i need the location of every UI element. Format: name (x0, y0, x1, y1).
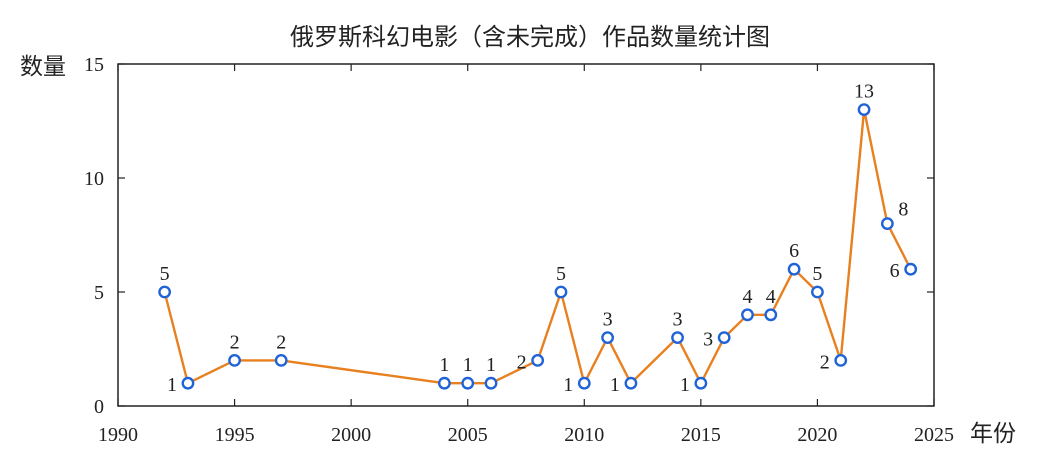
chart-title: 俄罗斯科幻电影（含未完成）作品数量统计图 (290, 23, 770, 51)
data-point (484, 376, 498, 390)
data-label: 2 (276, 331, 286, 353)
data-label: 5 (556, 263, 566, 285)
data-point (601, 331, 614, 344)
data-point (158, 285, 172, 299)
x-tick-label: 2015 (681, 424, 721, 446)
data-label: 5 (812, 263, 822, 285)
data-label: 8 (898, 199, 908, 221)
data-label: 2 (517, 351, 527, 373)
x-tick-label: 2025 (914, 424, 954, 446)
data-point (811, 285, 824, 299)
data-point (671, 331, 684, 344)
y-tick-label: 0 (94, 396, 104, 418)
x-tick-label: 1995 (215, 424, 255, 446)
data-point (577, 376, 591, 390)
data-label: 13 (854, 81, 874, 103)
data-point (741, 308, 754, 322)
data-label: 1 (486, 354, 496, 376)
data-label: 1 (167, 374, 177, 396)
data-label: 1 (439, 354, 449, 376)
x-tick-label: 2020 (797, 424, 837, 446)
x-tick-label: 2010 (564, 424, 604, 446)
data-label: 2 (820, 351, 830, 373)
x-tick-label: 2000 (331, 424, 371, 446)
data-point (531, 353, 545, 367)
x-tick-label: 2005 (448, 424, 488, 446)
data-label: 4 (766, 286, 776, 308)
data-point (274, 353, 288, 367)
data-label: 6 (789, 240, 799, 262)
data-label: 1 (610, 374, 620, 396)
data-label: 5 (160, 263, 170, 285)
data-label: 6 (890, 260, 900, 282)
data-point (880, 217, 894, 231)
data-label: 1 (563, 374, 573, 396)
data-label: 4 (742, 286, 752, 308)
data-point (787, 262, 801, 276)
data-label: 3 (703, 329, 713, 351)
y-tick-label: 15 (84, 54, 104, 76)
series-markers-group (158, 103, 918, 390)
data-point (554, 285, 568, 299)
x-axis-label: 年份 (970, 421, 1016, 447)
plot-frame (117, 63, 935, 407)
y-tick-label: 10 (84, 168, 104, 190)
data-point (181, 376, 195, 390)
data-point (764, 308, 778, 322)
data-point (857, 103, 871, 117)
data-point (694, 376, 708, 390)
x-tick-label: 1990 (98, 424, 138, 446)
data-point (461, 376, 475, 390)
data-label: 1 (680, 374, 690, 396)
data-point (228, 353, 241, 367)
data-point (624, 376, 638, 390)
y-tick-label: 5 (94, 282, 104, 304)
data-label: 1 (463, 354, 473, 376)
data-label: 3 (673, 309, 683, 331)
data-point (834, 353, 848, 367)
data-point (717, 331, 731, 344)
y-axis-label: 数量 (20, 54, 66, 80)
data-label: 3 (603, 309, 613, 331)
data-point (904, 262, 918, 276)
data-label: 2 (230, 331, 240, 353)
data-point (437, 376, 451, 390)
